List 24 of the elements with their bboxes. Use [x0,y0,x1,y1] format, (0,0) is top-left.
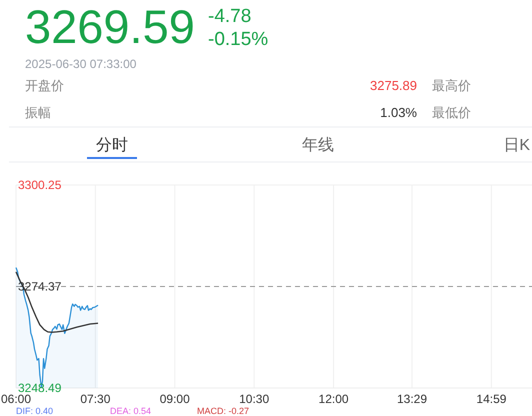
x-tick-label: 09:00 [160,392,190,406]
text: 最高价 [432,78,471,93]
x-tick-label: 07:30 [80,392,111,406]
text: 日K [503,137,530,154]
text: DIF: 0.40 [16,406,54,416]
text: 最低价 [432,105,471,120]
text: 振幅 [25,105,51,120]
y-tick-label: 3300.25 [18,178,62,192]
text: 分时 [96,136,128,154]
text: 2025-06-30 07:33:00 [25,57,137,71]
x-tick-label: 12:00 [318,392,349,406]
text: DEA: 0.54 [110,406,152,416]
chart-title: 3269.59 [25,0,195,53]
x-tick-label: 14:59 [476,392,507,406]
text: 3275.89 [370,78,417,93]
line-series [15,271,99,333]
text: -4.78 [208,6,252,27]
text: MACD: -0.27 [197,406,250,416]
x-tick-label: 13:29 [397,392,428,406]
x-tick-label: 10:30 [239,392,270,406]
text: -0.15% [208,29,268,50]
text: 开盘价 [25,78,64,93]
text: 1.03% [380,105,418,120]
text: 年线 [302,136,334,154]
